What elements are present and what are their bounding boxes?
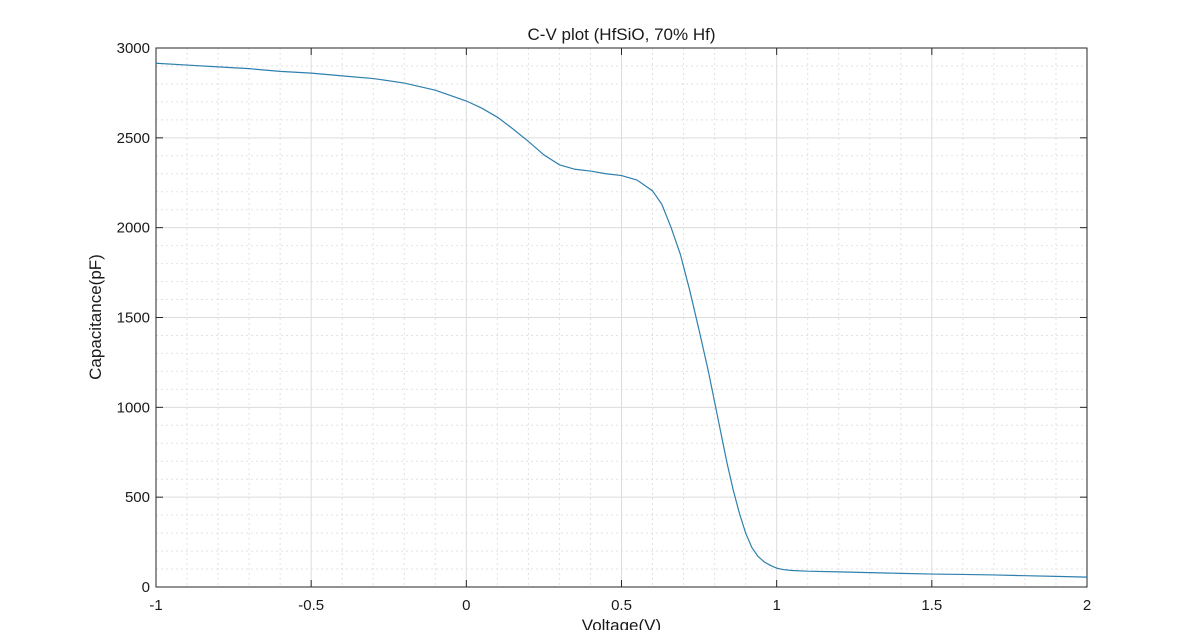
y-tick-label: 3000	[117, 40, 150, 57]
series-line	[155, 62, 1088, 578]
x-tick-label: 0.5	[611, 597, 632, 614]
tick-marks	[155, 47, 1088, 588]
y-tick-label: 500	[125, 489, 150, 506]
y-tick-label: 2500	[117, 130, 150, 147]
x-tick-label: 0	[462, 597, 470, 614]
y-tick-labels: 0 500 1000 1500 2000 2500 3000	[117, 40, 150, 596]
y-tick-label: 1000	[117, 399, 150, 416]
x-axis-label: Voltage(V)	[582, 616, 661, 630]
x-tick-label: 2	[1083, 597, 1091, 614]
x-tick-label: -1	[149, 597, 162, 614]
y-axis-label: Capacitance(pF)	[86, 254, 105, 380]
y-tick-label: 2000	[117, 220, 150, 237]
x-tick-label: 1.5	[921, 597, 942, 614]
x-tick-labels: -1 -0.5 0 0.5 1 1.5 2	[149, 597, 1091, 614]
y-tick-label: 0	[142, 579, 150, 596]
x-tick-label: -0.5	[298, 597, 324, 614]
chart-title: C-V plot (HfSiO, 70% Hf)	[528, 25, 716, 44]
grid	[155, 47, 1088, 588]
x-tick-label: 1	[772, 597, 780, 614]
y-tick-label: 1500	[117, 310, 150, 327]
